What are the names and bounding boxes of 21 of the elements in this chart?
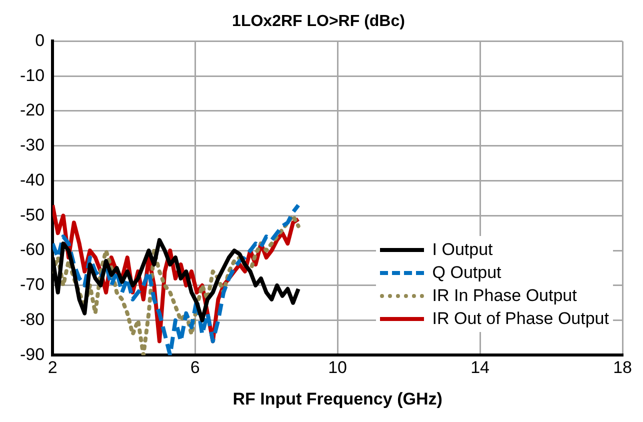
- y-tick-label: -40: [20, 170, 45, 190]
- legend-label: IR Out of Phase Output: [432, 308, 609, 328]
- x-tick-label: 14: [470, 358, 490, 378]
- y-tick-label: 0: [35, 30, 45, 50]
- y-tick-label: -60: [20, 240, 45, 260]
- y-tick-label: -50: [20, 205, 45, 224]
- y-tick-label: -80: [20, 310, 45, 329]
- y-tick-label: -30: [20, 136, 45, 155]
- y-tick-label: -70: [20, 275, 45, 294]
- y-tick-label: -10: [20, 66, 45, 85]
- x-tick-label: 2: [48, 358, 58, 378]
- y-tick-label: -20: [20, 100, 45, 120]
- x-axis-title: RF Input Frequency (GHz): [232, 389, 442, 408]
- y-tick-label: -90: [20, 344, 45, 364]
- x-tick-label: 18: [613, 358, 632, 378]
- legend-label: IR In Phase Output: [432, 286, 577, 306]
- x-tick-label: 10: [328, 358, 348, 378]
- legend-label: I Output: [432, 240, 493, 260]
- legend-label: Q Output: [432, 262, 502, 282]
- chart-title: 1LOx2RF LO>RF (dBc): [232, 13, 405, 30]
- x-tick-label: 6: [190, 358, 200, 378]
